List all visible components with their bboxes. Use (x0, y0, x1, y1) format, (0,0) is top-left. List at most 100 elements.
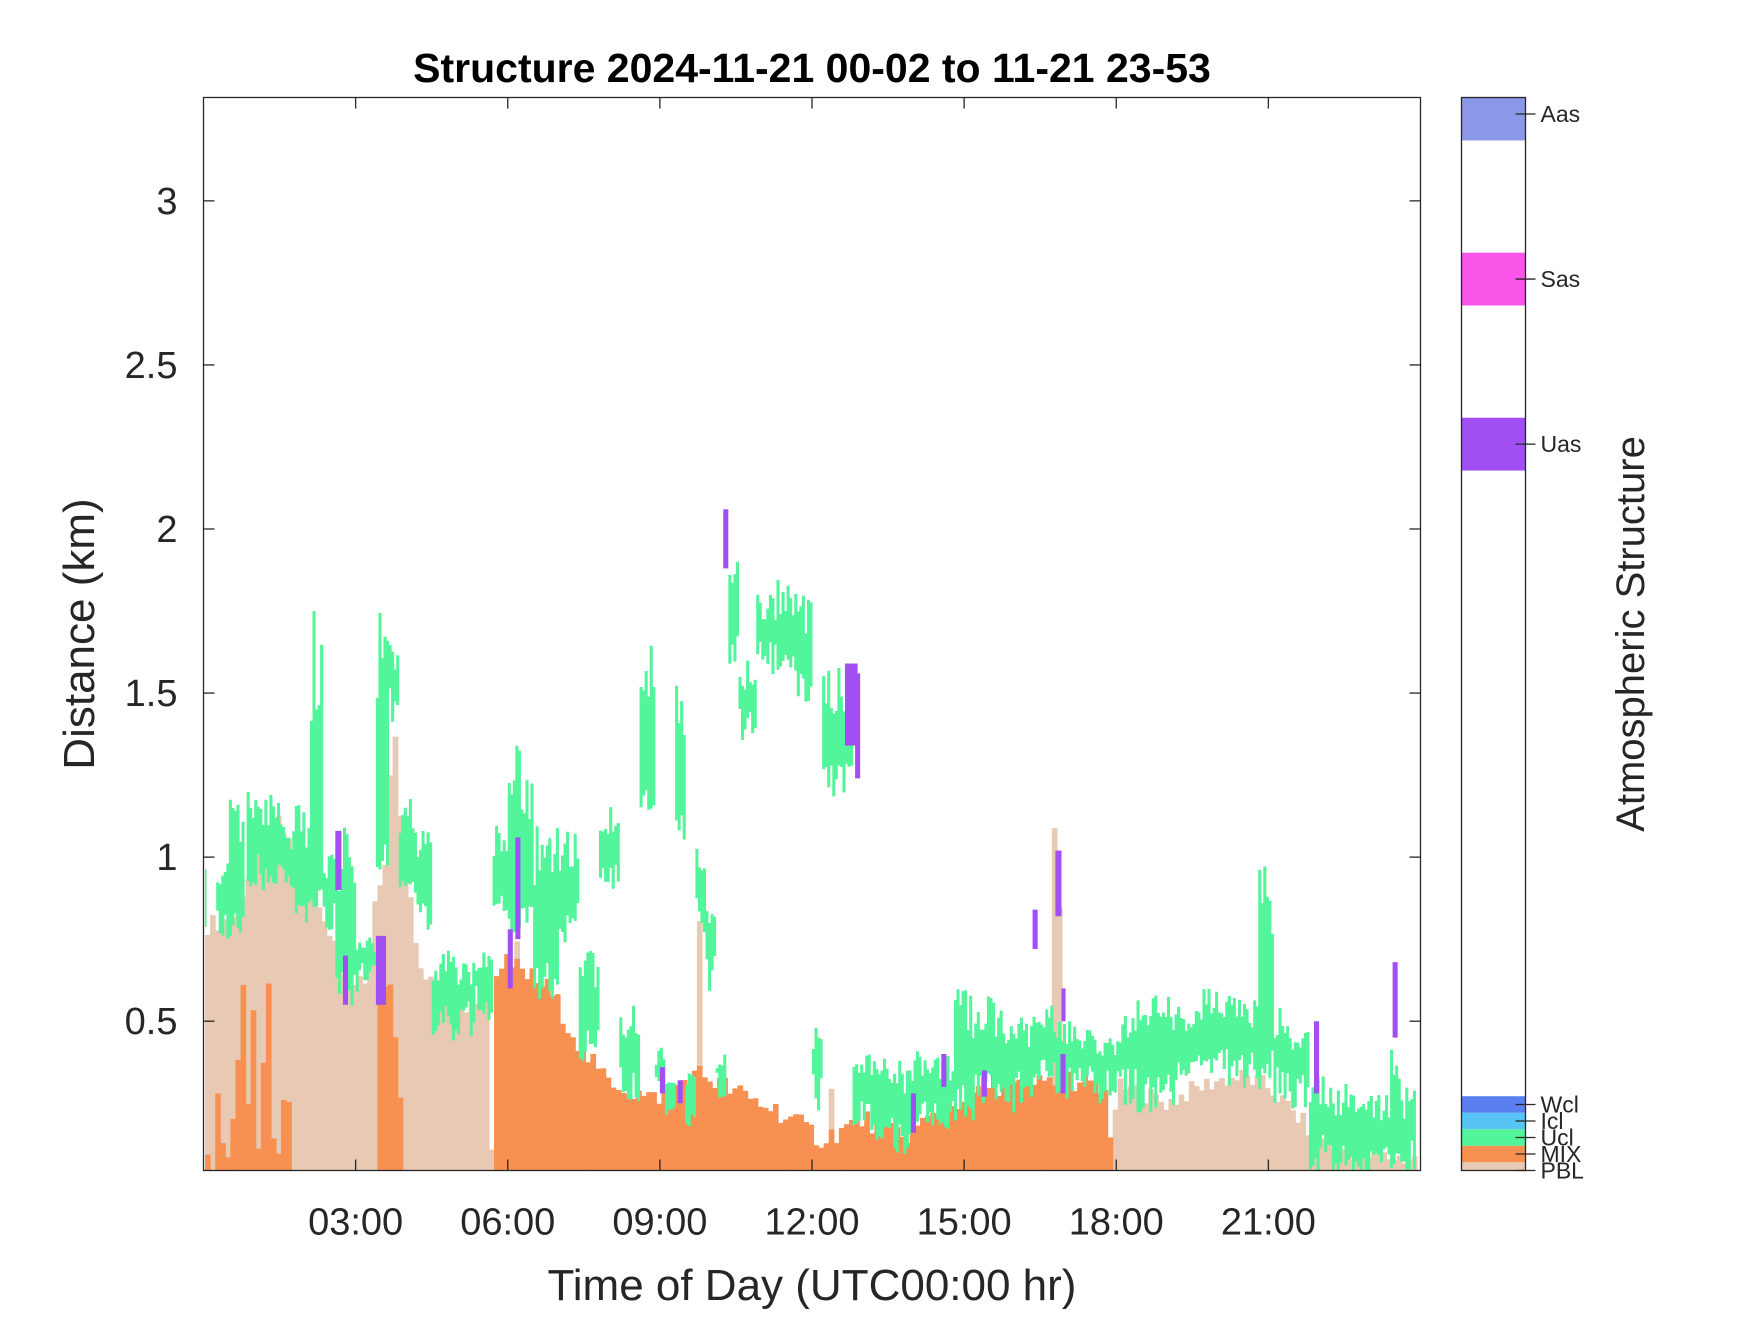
uas-cell (375, 935, 387, 1005)
ucl-cell (1227, 996, 1231, 1086)
ucl-cell (710, 914, 714, 971)
ucl-cell (307, 828, 311, 903)
colorbar-tick-label: Uas (1541, 431, 1582, 457)
ucl-cell (779, 614, 783, 667)
ucl-cell (380, 658, 385, 861)
ucl-cell (606, 834, 610, 882)
pbl-cell (215, 930, 221, 1171)
mix-cell (980, 1076, 987, 1171)
ucl-cell (360, 947, 364, 963)
ucl-cell (457, 984, 461, 1035)
uas-cell (844, 663, 858, 746)
ucl-cell (1293, 1042, 1297, 1107)
ucl-cell (639, 687, 643, 808)
ucl-cell (1037, 1021, 1041, 1080)
pbl-cell (1203, 1078, 1210, 1171)
ucl-cell (348, 857, 352, 991)
ucl-cell (1215, 991, 1219, 1061)
ucl-cell (1288, 1038, 1292, 1092)
ucl-cell (1192, 1024, 1196, 1062)
ucl-cell (271, 806, 275, 883)
ucl-cell (431, 980, 435, 1035)
ucl-cell (401, 815, 405, 881)
ucl-cell (1085, 1030, 1089, 1077)
ucl-cell (1397, 1078, 1401, 1154)
ucl-cell (687, 1073, 691, 1127)
y-tick-label: 2 (156, 509, 177, 551)
mix-cell (255, 1148, 262, 1171)
ucl-cell (340, 869, 344, 972)
ucl-cell (1362, 1103, 1366, 1159)
pbl-cell (347, 985, 353, 1171)
ucl-cell (1103, 1042, 1107, 1092)
ucl-cell (921, 1075, 925, 1104)
ucl-cell (1113, 1055, 1117, 1093)
ucl-cell (322, 873, 326, 907)
pbl-cell (311, 898, 318, 1171)
colorbar-tick-label: Aas (1541, 101, 1581, 127)
mix-cell (570, 1037, 576, 1171)
mix-cell (392, 1037, 399, 1171)
ucl-cell (1131, 1018, 1135, 1099)
ucl-cell (406, 816, 410, 883)
mix-cell (757, 1106, 764, 1171)
mix-cell (539, 986, 546, 1171)
ucl-cell (520, 809, 524, 909)
mix-cell (1006, 1082, 1012, 1171)
ucl-cell (1400, 1100, 1404, 1162)
ucl-cell (332, 858, 336, 904)
pbl-cell (270, 818, 277, 1171)
ucl-cell (999, 1010, 1003, 1093)
ucl-cell (345, 834, 349, 981)
mix-cell (1036, 1075, 1043, 1171)
ucl-cell (588, 950, 592, 1045)
mix-cell (387, 984, 394, 1171)
ucl-cell (449, 961, 453, 1025)
ucl-cell (644, 671, 648, 790)
mix-cell (920, 1117, 926, 1171)
pbl-cell (1300, 1112, 1306, 1171)
pbl-cell (372, 901, 379, 1171)
mix-cell (1026, 1078, 1033, 1171)
ucl-cell (1303, 1033, 1307, 1108)
ucl-cell (320, 644, 324, 890)
ucl-cell (1235, 1016, 1239, 1077)
ucl-cell (791, 615, 795, 657)
ucl-cell (969, 995, 973, 1109)
mix-cell (1087, 1080, 1094, 1171)
ucl-cell (256, 806, 260, 855)
mix-cell (732, 1088, 739, 1171)
mix-cell (499, 968, 505, 1171)
mix-cell (265, 983, 272, 1171)
ucl-cell (507, 783, 511, 919)
colorbar-frame (1460, 96, 1527, 1172)
ucl-cell (700, 870, 704, 924)
ucl-cell (720, 1065, 724, 1097)
ucl-cell (705, 911, 709, 960)
ucl-cell (241, 821, 245, 917)
ucl-cell (1275, 1034, 1280, 1068)
mix-cell (630, 1098, 637, 1171)
ucl-cell (1364, 1109, 1368, 1171)
mix-cell (803, 1122, 810, 1171)
mix-cell (950, 1106, 957, 1171)
y-tick-label: 0.5 (125, 1001, 178, 1043)
ucl-cell (568, 866, 572, 924)
pbl-cell (296, 867, 302, 1171)
mix-cell (494, 976, 500, 1171)
ucl-cell (1367, 1101, 1371, 1171)
ucl-cell (708, 923, 712, 991)
ucl-cell (236, 804, 240, 929)
ucl-cell (657, 1050, 661, 1082)
colorbar-label: Atmospheric Structure (1609, 436, 1653, 832)
pbl-cell (438, 994, 444, 1171)
ucl-cell (634, 1032, 638, 1098)
ucl-cell (1098, 1051, 1102, 1104)
ucl-cell (1412, 1090, 1416, 1170)
ucl-cell (953, 999, 958, 1121)
ucl-cell (444, 971, 448, 1007)
pbl-cell (331, 940, 338, 1171)
ucl-cell (751, 684, 755, 734)
ucl-cell (1179, 1017, 1183, 1075)
